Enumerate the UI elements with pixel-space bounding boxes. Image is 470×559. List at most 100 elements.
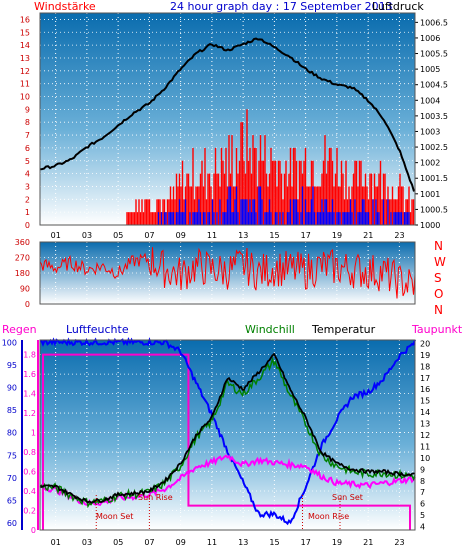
- y-tick-wind: 12: [20, 67, 30, 76]
- y-tick-rain: 1.2: [23, 409, 36, 418]
- y-tick-pressure: 1005: [420, 65, 440, 74]
- humidity-line: [39, 337, 416, 526]
- y-tick-pressure: 1000.5: [420, 205, 448, 214]
- legend-taupunkt: Taupunkt: [411, 323, 463, 336]
- y-tick-humidity: 90: [7, 384, 17, 393]
- x-tick-label-top: 17: [301, 231, 311, 240]
- y-tick-wind: 2: [25, 195, 30, 204]
- y-tick-temperature: 9: [420, 465, 425, 474]
- frame-top: [39, 12, 416, 226]
- y-tick-pressure: 1001: [420, 190, 440, 199]
- y-tick-rain: 1: [31, 429, 36, 438]
- y-tick-humidity: 60: [7, 519, 17, 528]
- legend-temperatur: Temperatur: [311, 323, 376, 336]
- y-tick-rain: 0.6: [23, 468, 36, 477]
- x-tick-label-bottom: 09: [176, 538, 186, 547]
- y-tick-humidity: 70: [7, 474, 17, 483]
- x-tick-label-bottom: 21: [363, 538, 373, 547]
- x-tick-label-top: 15: [269, 231, 279, 240]
- x-tick-label-bottom: 01: [51, 538, 61, 547]
- y-tick-wind: 6: [25, 144, 30, 153]
- frame-bottom: [39, 339, 416, 531]
- y-tick-temperature: 7: [420, 488, 425, 497]
- y-tick-wind: 14: [20, 41, 30, 50]
- compass-n-top: N: [434, 239, 443, 253]
- y-tick-temperature: 13: [420, 420, 430, 429]
- y-tick-temperature: 18: [420, 362, 430, 371]
- y-tick-rain: 1.8: [23, 351, 36, 360]
- panel-humidity-temperature: [40, 340, 415, 530]
- x-tick-label-bottom: 15: [269, 538, 279, 547]
- y-tick-pressure: 1002: [420, 159, 440, 168]
- compass-w: W: [434, 255, 446, 269]
- header-left-label: Windstärke: [34, 0, 96, 13]
- y-tick-wind: 11: [20, 80, 30, 89]
- y-tick-wind: 3: [25, 182, 30, 191]
- y-tick-wind: 4: [25, 170, 30, 179]
- y-tick-wind: 16: [20, 15, 30, 24]
- y-tick-temperature: 19: [420, 351, 430, 360]
- y-tick-direction: 270: [15, 254, 30, 263]
- compass-s: S: [434, 271, 442, 285]
- pressure-line: [39, 37, 415, 192]
- direction-line: [39, 247, 416, 299]
- y-tick-wind: 7: [25, 131, 30, 140]
- y-tick-rain: 0: [31, 526, 36, 535]
- y-tick-direction: 360: [15, 238, 30, 247]
- y-tick-wind: 5: [25, 157, 30, 166]
- y-tick-temperature: 16: [420, 385, 430, 394]
- y-tick-pressure: 1004: [420, 96, 440, 105]
- y-tick-direction: 90: [20, 285, 30, 294]
- x-tick-label-bottom: 05: [113, 538, 123, 547]
- y-tick-pressure: 1006: [420, 34, 440, 43]
- x-tick-label-bottom: 17: [301, 538, 311, 547]
- x-tick-label-top: 05: [113, 231, 123, 240]
- frame-mid: [39, 241, 416, 305]
- x-tick-label-top: 01: [51, 231, 61, 240]
- x-tick-label-top: 21: [363, 231, 373, 240]
- y-tick-pressure: 1001.5: [420, 174, 448, 183]
- y-tick-pressure: 1003: [420, 127, 440, 136]
- y-tick-direction: 0: [25, 300, 30, 309]
- y-tick-rain: 0.4: [23, 487, 36, 496]
- y-tick-temperature: 15: [420, 397, 430, 406]
- x-tick-label-top: 07: [144, 231, 154, 240]
- y-tick-temperature: 11: [420, 442, 430, 451]
- event-sun-set: Sun Set: [332, 493, 363, 502]
- event-sun-rise: Sun Rise: [138, 493, 173, 502]
- event-moon-set: Moon Set: [96, 512, 133, 521]
- temperature-line: [39, 352, 416, 504]
- y-tick-temperature: 10: [420, 454, 430, 463]
- y-tick-humidity: 75: [7, 451, 17, 460]
- x-tick-label-bottom: 13: [238, 538, 248, 547]
- x-tick-label-top: 19: [332, 231, 342, 240]
- legend-regen: Regen: [2, 323, 37, 336]
- x-tick-label-bottom: 03: [82, 538, 92, 547]
- x-tick-label-top: 13: [238, 231, 248, 240]
- rain-line: [42, 353, 411, 530]
- y-tick-humidity: 80: [7, 429, 17, 438]
- x-tick-label-top: 23: [394, 231, 404, 240]
- y-tick-pressure: 1005.5: [420, 50, 448, 59]
- legend-luftfeuchte: Luftfeuchte: [66, 323, 129, 336]
- y-tick-temperature: 5: [420, 511, 425, 520]
- y-tick-humidity: 95: [7, 361, 17, 370]
- compass-n-bottom: N: [434, 303, 443, 317]
- y-tick-wind: 1: [25, 208, 30, 217]
- y-tick-wind: 8: [25, 118, 30, 127]
- y-tick-pressure: 1003.5: [420, 112, 448, 121]
- legend-windchill: Windchill: [245, 323, 295, 336]
- y-tick-humidity: 65: [7, 497, 17, 506]
- y-tick-rain: 0.2: [23, 507, 36, 516]
- y-tick-temperature: 12: [420, 431, 430, 440]
- x-tick-label-bottom: 19: [332, 538, 342, 547]
- y-tick-rain: 1.4: [23, 390, 36, 399]
- y-tick-pressure: 1002.5: [420, 143, 448, 152]
- x-tick-label-top: 09: [176, 231, 186, 240]
- y-tick-rain: 0.8: [23, 448, 36, 457]
- y-tick-temperature: 6: [420, 500, 425, 509]
- x-tick-label-bottom: 07: [144, 538, 154, 547]
- x-tick-label-bottom: 23: [394, 538, 404, 547]
